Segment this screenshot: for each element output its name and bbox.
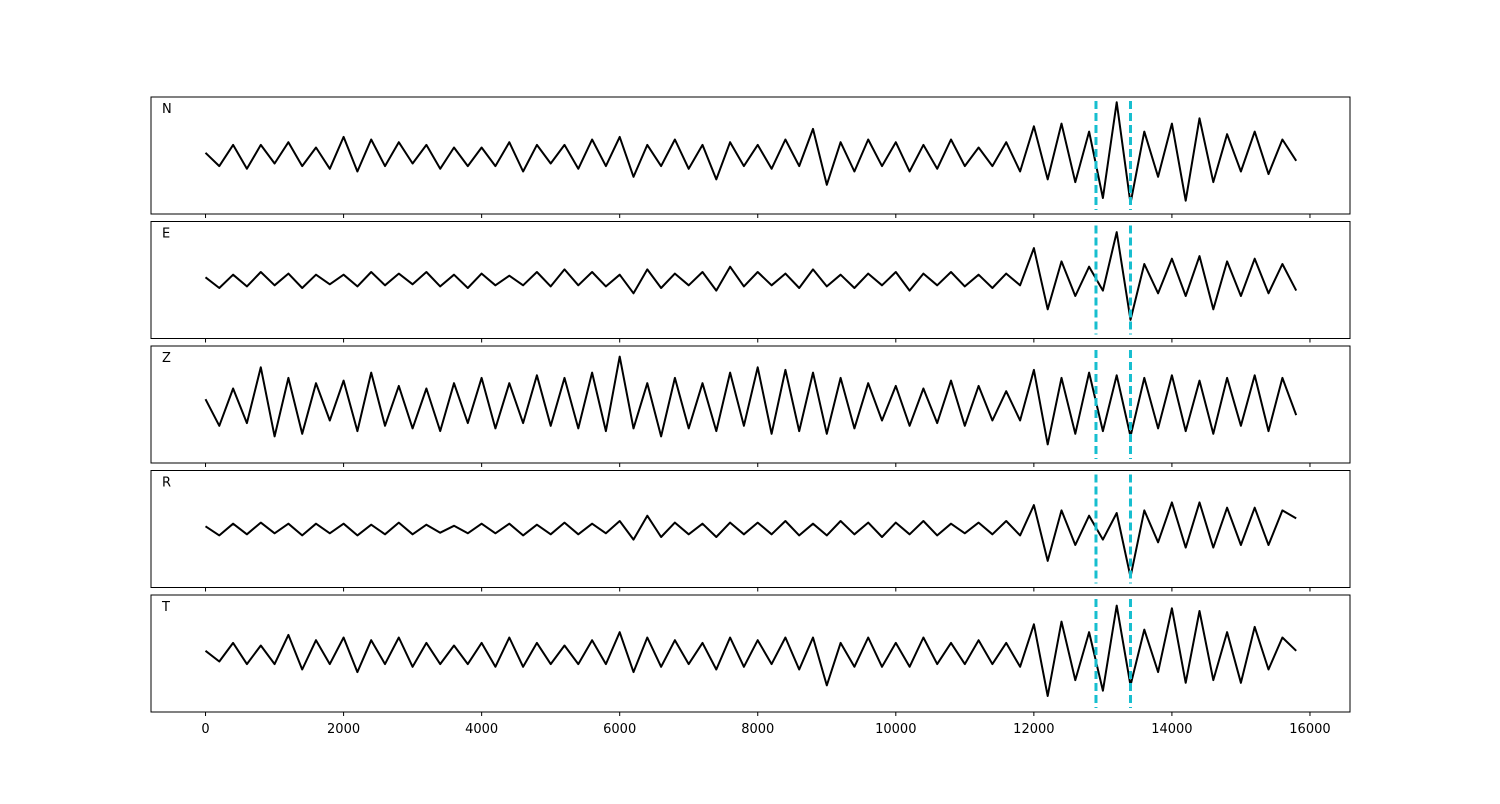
x-tick-label: 10000 — [875, 722, 916, 737]
x-tick-label: 2000 — [327, 722, 360, 737]
x-tick-label: 6000 — [603, 722, 636, 737]
panel-label: Z — [162, 351, 171, 366]
trace — [204, 501, 1297, 578]
x-tick-label: 12000 — [1013, 722, 1054, 737]
trace — [204, 604, 1297, 697]
trace — [204, 101, 1298, 205]
panel-frame — [150, 470, 1351, 588]
panel-frame — [150, 96, 1351, 215]
x-tick-label: 14000 — [1151, 722, 1192, 737]
x-tick-label: 8000 — [741, 722, 774, 737]
panel-frame — [150, 221, 1351, 339]
panel-frame — [150, 594, 1351, 713]
panel-label: N — [162, 102, 172, 117]
x-tick-label: 0 — [201, 722, 209, 737]
x-tick-label: 16000 — [1289, 722, 1330, 737]
panel-frame — [150, 345, 1351, 464]
panel-label: T — [161, 600, 170, 615]
x-tick-label: 4000 — [465, 722, 498, 737]
trace — [204, 231, 1298, 321]
panel-label: E — [162, 227, 170, 242]
panel-label: R — [162, 476, 171, 491]
trace — [204, 355, 1298, 446]
